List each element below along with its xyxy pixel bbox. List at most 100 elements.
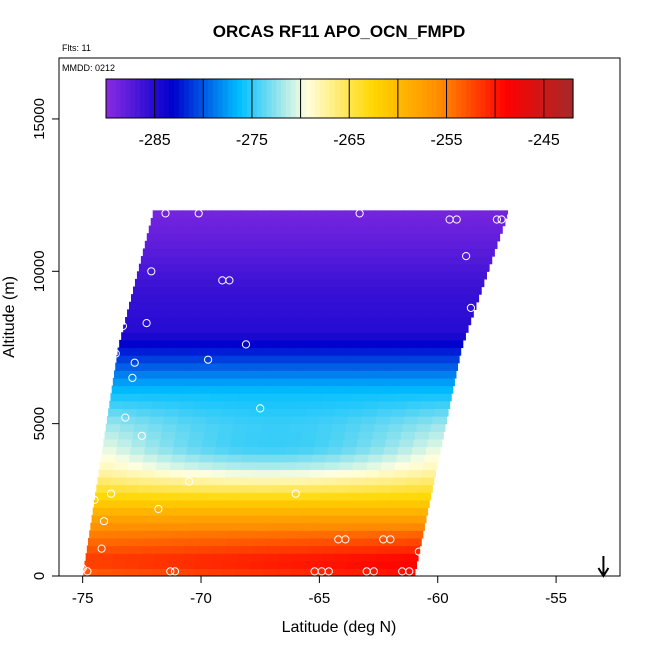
colorbar-tick-label: -265 <box>333 132 365 149</box>
heatmap-cell <box>369 446 385 455</box>
heatmap-cell <box>428 362 444 371</box>
sample-point <box>324 567 333 576</box>
heatmap-cell <box>263 408 279 417</box>
heatmap-cell <box>137 324 153 333</box>
heatmap-cell <box>172 248 188 257</box>
heatmap-cell <box>151 271 167 280</box>
heatmap-cell <box>373 355 389 364</box>
heatmap-cell <box>207 225 223 234</box>
heatmap-cell <box>170 461 185 470</box>
sample-point <box>147 267 156 276</box>
heatmap-cell <box>433 256 449 265</box>
colorbar-segment <box>315 79 321 118</box>
heatmap-cell <box>187 438 203 448</box>
heatmap-cell <box>114 370 129 379</box>
heatmap-cell <box>136 408 152 417</box>
colorbar <box>105 78 574 119</box>
heatmap-cell <box>240 377 256 387</box>
heatmap-cell <box>178 278 194 288</box>
heatmap-cell <box>259 355 275 364</box>
heatmap-cell <box>282 461 298 470</box>
heatmap-cell <box>186 446 202 455</box>
heatmap-cell <box>448 339 464 349</box>
heatmap-cell <box>280 393 296 402</box>
heatmap-cell <box>279 553 294 562</box>
heatmap-cell <box>162 507 178 516</box>
heatmap-cell <box>362 294 378 303</box>
colorbar-segment <box>232 79 238 118</box>
heatmap-cell <box>220 286 236 295</box>
heatmap-cell <box>218 507 233 516</box>
heatmap-cell <box>162 423 177 432</box>
heatmap-cell <box>350 545 365 554</box>
heatmap-cell <box>400 431 416 440</box>
heatmap-cell <box>176 233 192 242</box>
heatmap-cell <box>388 423 404 432</box>
heatmap-cell <box>223 324 239 333</box>
heatmap-cell <box>336 400 351 410</box>
y-axis: 0 5000 10000 15000 <box>31 98 59 580</box>
heatmap-cell <box>283 454 299 463</box>
heatmap-cell <box>139 317 155 326</box>
heatmap-cell <box>127 377 142 387</box>
heatmap-cell <box>232 423 248 432</box>
heatmap-cell <box>121 499 137 509</box>
heatmap-cell <box>413 271 429 280</box>
heatmap-cell <box>99 461 115 470</box>
heatmap-cell <box>402 423 418 432</box>
heatmap-cell <box>357 263 373 272</box>
heatmap-cell <box>416 423 432 432</box>
heatmap-cell <box>151 400 167 410</box>
heatmap-cell <box>254 217 270 227</box>
heatmap-cell <box>299 263 315 272</box>
heatmap-cell <box>347 248 364 257</box>
heatmap-cell <box>315 210 331 219</box>
heatmap-cell <box>185 537 200 547</box>
colorbar-segment <box>529 79 535 118</box>
heatmap-cell <box>269 530 285 539</box>
heatmap-cell <box>340 522 356 531</box>
heatmap-cell <box>430 423 446 432</box>
heatmap-cell <box>149 499 165 509</box>
heatmap-cell <box>427 370 443 379</box>
heatmap-cell <box>222 278 238 288</box>
heatmap-cell <box>428 271 444 280</box>
heatmap-cell <box>415 431 430 440</box>
heatmap-cell <box>290 416 306 425</box>
sample-point <box>473 328 483 337</box>
heatmap-cell <box>201 301 217 310</box>
heatmap-cell <box>137 492 152 501</box>
heatmap-cell <box>346 347 362 356</box>
colorbar-segment <box>266 79 272 118</box>
heatmap-cell <box>276 240 293 250</box>
heatmap-cell <box>135 416 150 425</box>
heatmap-cell <box>388 560 404 569</box>
heatmap-cell <box>252 393 268 402</box>
heatmap-cell <box>297 317 313 326</box>
heatmap-cell <box>258 438 274 448</box>
heatmap-cell <box>205 286 221 295</box>
heatmap-cell <box>353 530 368 539</box>
heatmap-cell <box>477 210 494 219</box>
heatmap-cell <box>193 408 208 417</box>
colorbar-segment <box>339 79 345 118</box>
heatmap-cell <box>230 355 246 364</box>
heatmap-cell <box>286 515 302 524</box>
heatmap-cell <box>490 217 506 227</box>
heatmap-cell <box>405 476 421 486</box>
heatmap-cell <box>239 545 254 554</box>
heatmap-cell <box>329 309 345 318</box>
heatmap-cell <box>98 560 113 569</box>
heatmap-cell <box>147 286 163 295</box>
heatmap-cell <box>410 385 425 394</box>
heatmap-cell <box>328 515 343 524</box>
heatmap-cell <box>240 537 256 547</box>
heatmap-cell <box>173 522 189 531</box>
heatmap-cell <box>257 446 272 455</box>
heatmap-cell <box>292 484 307 493</box>
sample-point <box>118 322 128 331</box>
heatmap-cell <box>172 446 188 455</box>
heatmap-cell <box>453 324 469 333</box>
heatmap-cell <box>435 248 451 257</box>
heatmap-cell <box>147 339 163 349</box>
